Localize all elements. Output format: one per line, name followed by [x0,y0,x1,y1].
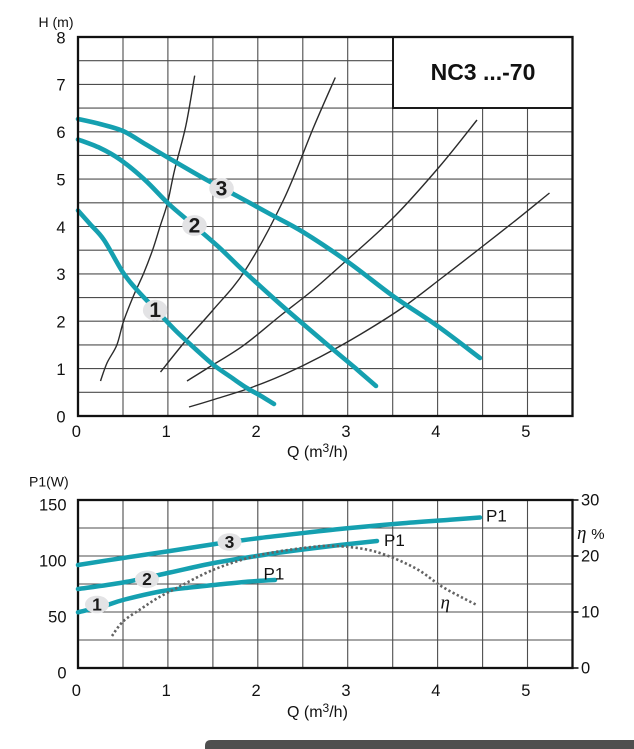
svg-text:P1: P1 [384,531,405,550]
svg-text:0: 0 [56,408,65,426]
svg-text:2: 2 [252,682,261,700]
svg-text:50: 50 [48,609,66,627]
svg-text:P1: P1 [264,565,285,584]
svg-text:H (m): H (m) [39,14,74,30]
svg-text:30: 30 [581,492,599,510]
svg-text:3: 3 [341,682,350,700]
svg-text:4: 4 [431,682,440,700]
svg-text:η: η [441,593,450,614]
svg-text:20: 20 [581,548,599,566]
svg-text:5: 5 [56,171,65,189]
svg-text:Q (m3/h): Q (m3/h) [287,701,348,721]
svg-text:3: 3 [216,177,228,200]
svg-text:1: 1 [162,682,171,700]
svg-text:10: 10 [581,604,599,622]
svg-text:2: 2 [252,423,261,441]
svg-text:4: 4 [56,219,65,237]
svg-text:7: 7 [56,77,65,95]
svg-text:Q (m3/h): Q (m3/h) [287,441,348,461]
svg-text:1: 1 [92,594,102,614]
svg-text:1: 1 [149,299,161,322]
svg-text:4: 4 [431,423,440,441]
svg-text:5: 5 [521,682,530,700]
svg-text:1: 1 [162,423,171,441]
svg-text:5: 5 [521,423,530,441]
svg-text:2: 2 [189,215,201,238]
svg-text:150: 150 [39,497,67,515]
svg-text:0: 0 [57,665,66,683]
svg-text:2: 2 [142,569,152,589]
svg-text:1: 1 [56,361,65,379]
svg-text:3: 3 [225,532,235,552]
svg-text:P1: P1 [486,507,507,526]
svg-text:2: 2 [56,314,65,332]
svg-text:η %: η % [577,523,605,544]
svg-text:0: 0 [72,682,81,700]
svg-text:0: 0 [581,660,590,678]
svg-text:P1(W): P1(W) [29,474,69,490]
svg-text:6: 6 [56,124,65,142]
svg-text:100: 100 [39,553,67,571]
svg-text:3: 3 [341,423,350,441]
svg-text:0: 0 [72,423,81,441]
svg-text:3: 3 [56,266,65,284]
svg-text:8: 8 [56,29,65,47]
svg-text:NC3 ...-70: NC3 ...-70 [431,59,536,85]
